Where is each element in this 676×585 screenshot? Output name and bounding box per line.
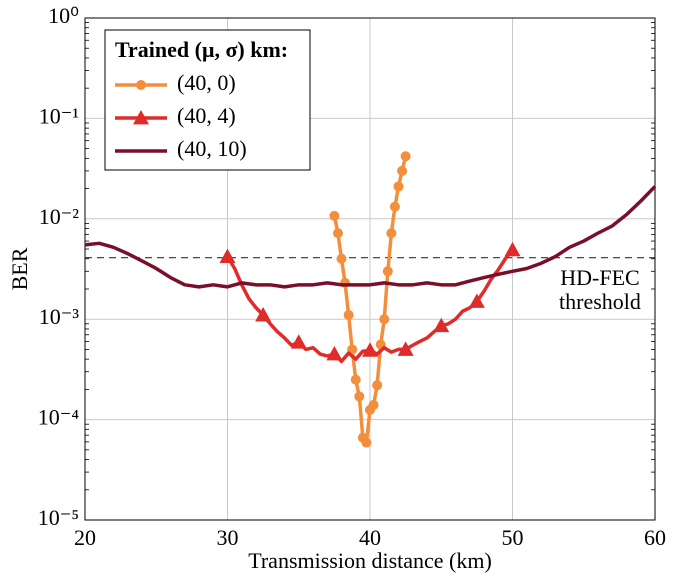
point	[343, 310, 354, 321]
x-tick-label: 40	[359, 525, 381, 550]
point	[468, 293, 485, 308]
y-tick-label: 10⁻³	[39, 304, 80, 329]
point	[326, 346, 343, 361]
point	[350, 374, 361, 385]
x-tick-label: 20	[74, 525, 96, 550]
point	[379, 314, 390, 325]
point	[386, 228, 397, 239]
point	[433, 317, 450, 333]
legend-label: (40, 4)	[177, 103, 236, 128]
x-axis-label: Transmission distance (km)	[248, 548, 492, 573]
point	[332, 228, 343, 239]
legend-label: (40, 0)	[177, 70, 236, 95]
point	[219, 248, 236, 264]
point	[389, 201, 400, 212]
y-axis-label: BER	[7, 247, 32, 290]
legend-marker	[133, 110, 149, 125]
x-tick-label: 60	[644, 525, 666, 550]
y-tick-label: 10⁰	[48, 3, 79, 28]
series-line	[84, 185, 657, 289]
point	[397, 165, 408, 176]
legend-marker	[136, 80, 146, 90]
point	[393, 181, 404, 192]
plot-frame	[84, 17, 656, 521]
legend-label: (40, 10)	[177, 136, 247, 161]
y-tick-label: 10⁻⁴	[38, 405, 80, 430]
point	[368, 399, 379, 410]
point	[255, 307, 272, 322]
y-tick-label: 10⁻²	[39, 204, 80, 229]
y-tick-label: 10⁻⁵	[38, 505, 79, 530]
legend-box	[104, 29, 311, 171]
y-tick-label: 10⁻¹	[39, 103, 79, 128]
point	[354, 391, 365, 402]
point	[397, 341, 414, 356]
point	[290, 334, 307, 349]
x-tick-label: 50	[502, 525, 524, 550]
point	[361, 437, 372, 448]
point	[372, 380, 383, 391]
point	[504, 241, 521, 257]
x-tick-label: 30	[217, 525, 239, 550]
legend-title: Trained (μ, σ) km:	[115, 37, 288, 62]
point	[382, 266, 393, 277]
point	[329, 210, 340, 221]
annotation: threshold	[559, 289, 641, 314]
annotation: HD-FEC	[560, 265, 639, 290]
point	[362, 342, 378, 357]
point	[400, 151, 411, 162]
point	[336, 253, 347, 264]
